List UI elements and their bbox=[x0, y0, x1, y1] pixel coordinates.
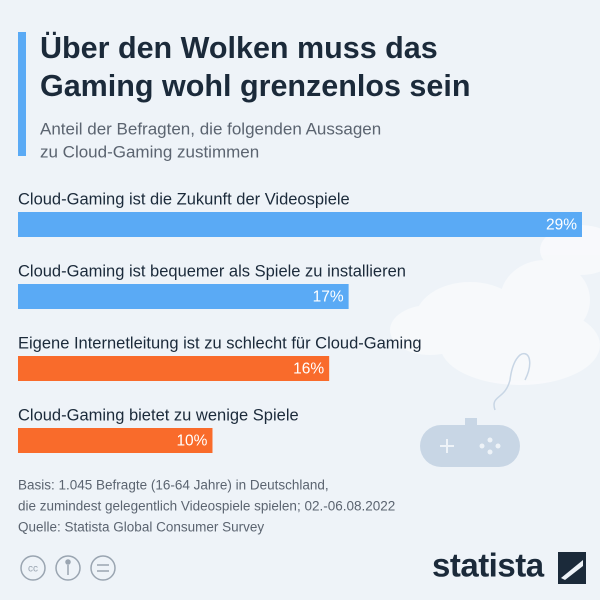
category-label: Cloud-Gaming ist die Zukunft der Videosp… bbox=[18, 190, 350, 208]
chart-title: Gaming wohl grenzenlos sein bbox=[40, 69, 470, 103]
footnote: Basis: 1.045 Befragte (16-64 Jahre) in D… bbox=[18, 478, 329, 493]
logo-mark bbox=[558, 552, 586, 584]
logo-text: statista bbox=[432, 547, 545, 584]
bar bbox=[18, 356, 330, 381]
bar bbox=[18, 212, 582, 237]
category-label: Eigene Internetleitung ist zu schlecht f… bbox=[18, 334, 422, 352]
chart-title: Über den Wolken muss das bbox=[40, 30, 438, 65]
value-label: 17% bbox=[313, 289, 344, 306]
source: Quelle: Statista Global Consumer Survey bbox=[18, 520, 264, 535]
category-label: Cloud-Gaming bietet zu wenige Spiele bbox=[18, 406, 299, 424]
title-accent bbox=[18, 32, 26, 156]
footnote: die zumindest gelegentlich Videospiele s… bbox=[18, 499, 395, 514]
gamepad-icon bbox=[420, 352, 531, 467]
category-label: Cloud-Gaming ist bequemer als Spiele zu … bbox=[18, 262, 406, 280]
chart-subtitle: Anteil der Befragten, die folgenden Auss… bbox=[40, 119, 381, 138]
bar bbox=[18, 428, 213, 453]
chart-subtitle: zu Cloud-Gaming zustimmen bbox=[40, 142, 259, 161]
bar bbox=[18, 284, 349, 309]
value-label: 10% bbox=[176, 433, 207, 450]
svg-text:cc: cc bbox=[28, 564, 38, 575]
background-clouds bbox=[390, 225, 600, 385]
license-icons: cc bbox=[20, 555, 116, 581]
value-label: 29% bbox=[546, 217, 577, 234]
value-label: 16% bbox=[293, 361, 324, 378]
